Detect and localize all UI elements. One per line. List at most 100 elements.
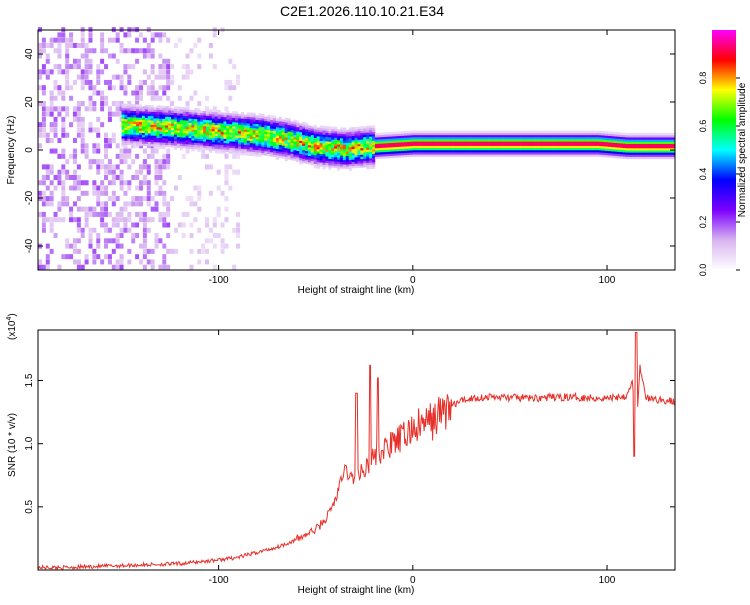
- spectrogram-cell: [607, 133, 612, 136]
- spectrogram-cell: [252, 121, 256, 124]
- spectrogram-cell: [383, 156, 387, 159]
- spectrogram-cell: [72, 169, 77, 175]
- spectrogram-cell: [232, 115, 236, 118]
- spectrogram-cell: [69, 217, 74, 223]
- spectrogram-cell: [162, 64, 167, 70]
- spectrogram-cell: [166, 85, 171, 91]
- spectrogram-cell: [307, 162, 312, 165]
- spectrogram-x-tick-label: -100: [209, 275, 229, 286]
- spectrogram-cell: [543, 145, 548, 149]
- spectrogram-cell: [61, 254, 66, 260]
- spectrogram-cell: [197, 196, 202, 202]
- spectrogram-cell: [357, 133, 361, 136]
- spectrogram-cell: [232, 117, 236, 121]
- spectrogram-cell: [654, 132, 658, 136]
- spectrogram-cell: [488, 150, 492, 153]
- spectrogram-cell: [415, 132, 419, 136]
- spectrogram-cell: [468, 154, 472, 157]
- spectrogram-cell: [409, 152, 414, 155]
- spectrogram-cell: [511, 143, 516, 146]
- spectrogram-cell: [607, 131, 612, 134]
- spectrogram-cell: [119, 233, 124, 239]
- spectrogram-cell: [136, 136, 140, 140]
- spectrogram-cell: [111, 264, 116, 270]
- spectrogram-cell: [154, 233, 159, 239]
- spectrogram-cell: [299, 134, 303, 137]
- spectrogram-cell: [193, 185, 198, 191]
- spectrogram-cell: [238, 133, 242, 136]
- spectrogram-cell: [173, 227, 178, 233]
- spectrogram-cell: [616, 149, 620, 152]
- spectrogram-cell: [252, 134, 256, 137]
- snr-frame: [37, 329, 676, 571]
- spectrogram-cell: [625, 152, 629, 155]
- spectrogram-cell: [412, 152, 417, 155]
- spectrogram-cell: [194, 127, 198, 130]
- spectrogram-cell: [165, 136, 169, 139]
- spectrogram-cell: [191, 122, 195, 126]
- spectrogram-cell: [80, 122, 85, 128]
- spectrogram-cell: [296, 137, 300, 141]
- spectrogram-cell: [200, 121, 204, 124]
- spectrogram-cell: [150, 153, 155, 159]
- spectrogram-cell: [412, 141, 417, 144]
- spectrogram-cell: [168, 140, 172, 143]
- spectrogram-cell: [182, 135, 186, 138]
- spectrogram-cell: [217, 112, 221, 115]
- spectrogram-cell: [546, 147, 551, 151]
- spectrogram-cell: [158, 169, 163, 175]
- spectrogram-cell: [141, 137, 146, 140]
- spectrogram-cell: [188, 135, 192, 139]
- spectrogram-cell: [121, 123, 125, 126]
- spectrogram-cell: [462, 152, 466, 155]
- spectrogram-cell: [49, 101, 54, 107]
- spectrogram-cell: [296, 146, 300, 149]
- spectrogram-cell: [619, 149, 623, 153]
- spectrogram-cell: [258, 150, 262, 153]
- spectrogram-cell: [517, 132, 521, 136]
- spectrogram-cell: [119, 74, 124, 80]
- spectrogram-cell: [511, 145, 516, 149]
- spectrogram-cell: [69, 254, 74, 260]
- spectrogram-cell: [363, 136, 367, 140]
- spectrogram-cell: [351, 133, 355, 136]
- spectrogram-cell: [409, 130, 414, 134]
- spectrogram-cell: [578, 134, 583, 138]
- spectrogram-cell: [150, 85, 155, 91]
- spectrogram-cell: [380, 134, 384, 138]
- spectrogram-cell: [57, 48, 62, 54]
- spectrogram-cell: [208, 113, 213, 116]
- spectrogram-cell: [409, 132, 414, 136]
- spectrogram-cell: [599, 143, 603, 147]
- spectrogram-cell: [255, 152, 259, 155]
- spectrogram-cell: [200, 143, 204, 146]
- spectrogram-cell: [173, 147, 178, 150]
- spectrogram-cell: [123, 32, 128, 38]
- spectrogram-cell: [165, 129, 169, 132]
- spectrogram-cell: [546, 134, 551, 138]
- spectrogram-cell: [409, 139, 414, 142]
- spectrogram-cell: [243, 153, 248, 156]
- spectrogram-cell: [61, 153, 66, 159]
- spectrogram-cell: [153, 118, 157, 121]
- spectrogram-cell: [188, 142, 192, 145]
- spectrogram-cell: [645, 145, 650, 149]
- spectrogram-cell: [226, 140, 230, 144]
- spectrogram-cell: [427, 132, 431, 136]
- spectrogram-cell: [354, 163, 358, 166]
- spectrogram-cell: [389, 140, 393, 144]
- spectrogram-cell: [255, 139, 259, 142]
- spectrogram-cell: [538, 137, 542, 140]
- spectrogram-cell: [436, 134, 440, 138]
- spectrogram-cell: [406, 135, 411, 138]
- spectrogram-cell: [65, 201, 70, 207]
- spectrogram-cell: [133, 138, 137, 142]
- spectrogram-cell: [203, 126, 207, 129]
- spectrogram-cell: [135, 90, 140, 96]
- spectrogram-cell: [189, 222, 194, 228]
- spectrogram-cell: [147, 128, 151, 132]
- spectrogram-cell: [287, 133, 291, 136]
- spectrogram-cell: [150, 109, 154, 112]
- spectrogram-cell: [281, 119, 285, 122]
